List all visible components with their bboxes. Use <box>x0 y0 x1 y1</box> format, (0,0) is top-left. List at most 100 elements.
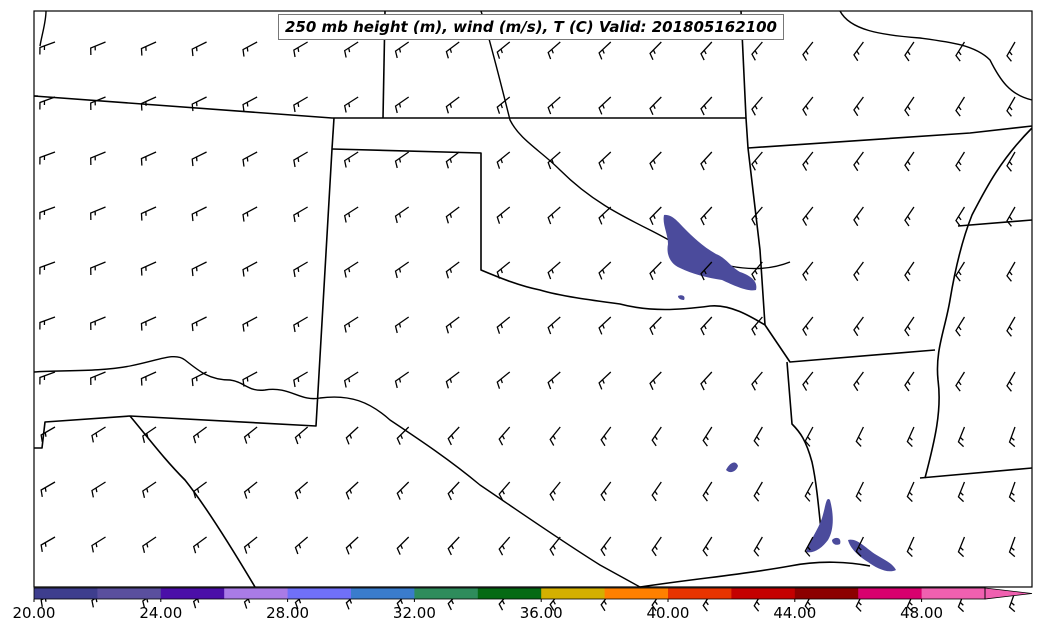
colorbar-segment <box>414 588 479 599</box>
wind-barb <box>498 426 511 446</box>
wind-barb <box>294 536 309 555</box>
wind-barb <box>802 371 814 391</box>
wind-barb <box>955 316 966 337</box>
wind-barb <box>496 96 511 114</box>
wind-barb <box>702 426 713 447</box>
wind-barb <box>394 261 410 279</box>
wind-barb <box>702 481 713 502</box>
wind-barb <box>955 371 966 392</box>
wind-barb <box>855 536 865 557</box>
shaded-area-ok-small <box>678 295 685 300</box>
wind-barb <box>90 371 106 386</box>
wind-barb <box>242 206 258 222</box>
wind-barb <box>345 481 359 500</box>
wind-barb <box>293 371 308 388</box>
wind-barb <box>243 426 258 444</box>
wind-barb <box>957 536 966 558</box>
wind-barb <box>293 151 308 168</box>
wind-barb <box>1006 261 1016 282</box>
colorbar <box>33 587 1033 600</box>
wind-barb <box>191 316 207 332</box>
wind-barb <box>700 41 713 61</box>
wind-barb <box>396 536 410 555</box>
wind-barb <box>40 426 56 443</box>
shaded-area-louisiana <box>806 499 833 553</box>
wind-barb <box>192 536 207 554</box>
wind-barb <box>394 371 410 389</box>
wind-barb <box>547 371 561 390</box>
wind-barb <box>90 316 106 331</box>
wind-barb <box>547 41 561 60</box>
wind-barb <box>802 151 814 171</box>
wind-barb <box>90 96 106 111</box>
wind-barb <box>447 536 460 556</box>
wind-barb <box>496 206 511 224</box>
wind-barb <box>955 96 966 117</box>
shaded-area-gulf <box>848 539 896 572</box>
colorbar-segment <box>541 588 606 599</box>
wind-barb <box>649 261 662 281</box>
wind-barb <box>140 206 157 221</box>
colorbar-segment <box>794 588 859 599</box>
wind-barb <box>804 481 814 502</box>
wind-barb <box>904 96 915 117</box>
wind-barb <box>394 151 410 169</box>
wind-barb <box>496 316 511 334</box>
wind-barb <box>39 206 56 220</box>
wind-barb <box>957 481 966 503</box>
wind-barb <box>853 261 864 282</box>
wind-barb <box>649 206 662 226</box>
wind-barb <box>293 261 308 278</box>
wind-barb <box>39 151 56 165</box>
wind-barb <box>496 261 511 279</box>
wind-barb <box>140 151 157 166</box>
wind-barb <box>39 41 56 55</box>
state-boundaries <box>33 10 1033 588</box>
wind-barb <box>396 426 410 445</box>
wind-barb <box>547 96 561 115</box>
wind-barb <box>904 206 915 227</box>
wind-barb <box>142 481 157 498</box>
wind-barb <box>192 481 207 499</box>
map-title: 250 mb height (m), wind (m/s), T (C) Val… <box>278 14 784 40</box>
wind-barb <box>751 206 763 226</box>
wind-barb <box>598 96 612 115</box>
colorbar-segment <box>604 588 669 599</box>
wind-barb <box>1008 536 1016 558</box>
wind-barb <box>649 41 662 61</box>
wind-barb <box>906 426 915 448</box>
wind-barb <box>651 481 662 502</box>
wind-barb <box>91 536 106 553</box>
wind-barb <box>702 536 713 557</box>
wind-barb <box>39 316 56 330</box>
wind-barb <box>802 261 814 281</box>
wind-barb <box>343 371 359 388</box>
wind-barb <box>547 316 561 335</box>
wind-barb <box>39 371 56 385</box>
colorbar-outline <box>33 587 986 600</box>
wind-barb <box>547 261 561 280</box>
wind-barb <box>700 151 713 171</box>
wind-barb <box>191 41 207 57</box>
wind-barb <box>853 96 864 117</box>
wind-barb <box>804 536 814 557</box>
wind-barb <box>142 426 157 443</box>
wind-barb <box>394 316 410 334</box>
wind-barbs <box>39 41 1016 613</box>
shaded-area-oklahoma <box>663 214 757 291</box>
wind-barb <box>549 426 561 446</box>
wind-barb <box>343 41 359 58</box>
wind-barb <box>140 371 157 386</box>
wind-barb <box>90 261 106 276</box>
wind-barb <box>751 371 763 391</box>
wind-barb <box>445 316 460 334</box>
wind-barb <box>1008 481 1016 503</box>
wind-barb <box>498 481 511 501</box>
wind-barb <box>751 261 763 281</box>
wind-barb <box>345 426 359 445</box>
shaded-area-gulf-small <box>832 537 841 545</box>
wind-barb <box>242 96 258 112</box>
colorbar-segment <box>287 588 352 599</box>
wind-barb <box>191 96 207 112</box>
